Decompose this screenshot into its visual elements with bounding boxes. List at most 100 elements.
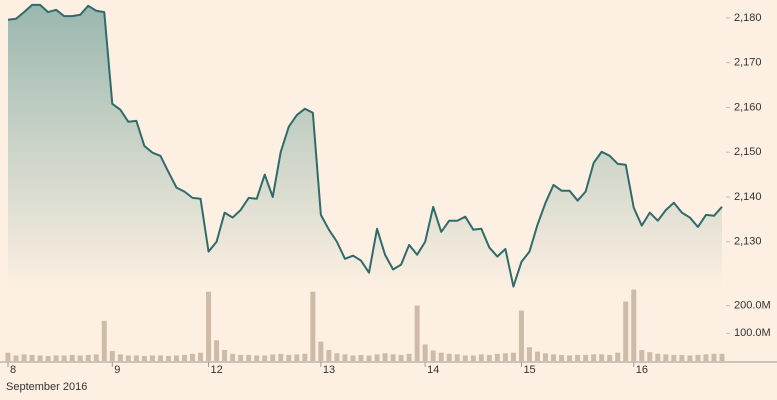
volume-bar [534, 351, 540, 361]
volume-bar [198, 352, 204, 361]
volume-bar [663, 354, 669, 361]
y-tick-label: 200.0M [734, 300, 771, 312]
x-tick-label: 16 [636, 364, 648, 376]
x-tick-label: 15 [523, 364, 535, 376]
volume-bar [454, 354, 460, 361]
volume-bar [526, 347, 532, 361]
volume-bar [551, 354, 557, 361]
volume-bar [502, 353, 508, 361]
volume-bar [286, 354, 292, 361]
volume-bar [374, 354, 380, 361]
volume-bar [494, 353, 500, 361]
volume-bar [518, 310, 524, 361]
volume-bar [190, 353, 196, 361]
volume-bar [29, 354, 35, 361]
volume-bar [470, 355, 476, 361]
volume-bar [671, 354, 677, 361]
volume-bar [607, 354, 613, 361]
volume-bar [141, 356, 147, 361]
volume-bar [478, 354, 484, 361]
x-tick-label: 14 [427, 364, 439, 376]
volume-bar [157, 355, 163, 361]
price-line [7, 3, 723, 288]
volume-bar [310, 291, 316, 361]
volume-bar [422, 344, 428, 361]
y-tick-label: 2,170 [734, 57, 762, 69]
volume-bar [711, 353, 717, 361]
volume-bar [559, 354, 565, 361]
volume-bar [334, 353, 340, 361]
volume-bar [165, 356, 171, 361]
volume-bar [109, 351, 115, 361]
x-tick-label: 12 [211, 364, 223, 376]
volume-bar [5, 352, 11, 361]
volume-bar [679, 354, 685, 361]
volume-bar [149, 355, 155, 361]
volume-bar [173, 355, 179, 361]
volume-bar [510, 352, 516, 361]
x-axis-label: September 2016 [6, 381, 87, 393]
volume-bar [639, 349, 645, 361]
volume-bar [446, 353, 452, 361]
volume-bar [318, 341, 324, 361]
volume-bar [294, 354, 300, 361]
volume-bar [278, 353, 284, 361]
x-tick-label: 13 [323, 364, 335, 376]
volume-bar [181, 354, 187, 361]
volume-bar [647, 352, 653, 361]
volume-bar [77, 355, 83, 361]
x-tick-label: 9 [114, 364, 120, 376]
y-tick-label: 2,160 [734, 101, 762, 113]
volume-bar [398, 354, 404, 361]
volume-bar [53, 355, 59, 361]
volume-bar [238, 354, 244, 361]
volume-bar [61, 355, 67, 361]
volume-bar [719, 353, 725, 361]
y-tick-label: 2,140 [734, 191, 762, 203]
volume-bar [430, 350, 436, 361]
volume-bar [45, 356, 51, 361]
volume-bar [133, 355, 139, 361]
y-tick-label: 100.0M [734, 327, 771, 339]
volume-bar [462, 355, 468, 361]
y-tick-label: 2,130 [734, 236, 762, 248]
volume-bar [575, 354, 581, 361]
volume-bar [406, 353, 412, 361]
volume-bar [599, 354, 605, 361]
volume-bar [326, 349, 332, 361]
volume-bar [567, 355, 573, 361]
volume-bar [583, 354, 589, 361]
volume-bar [631, 289, 637, 361]
y-tick-label: 2,180 [734, 12, 762, 24]
volume-bar [69, 354, 75, 361]
x-tick-label: 8 [10, 364, 16, 376]
area-fill [8, 4, 722, 291]
volume-bar [687, 355, 693, 361]
volume-bar [125, 355, 131, 361]
volume-bar [414, 305, 420, 361]
volume-bar [101, 320, 107, 361]
volume-bar [390, 354, 396, 361]
volume-bar [543, 353, 549, 361]
volume-bar [270, 354, 276, 361]
volume-bar [615, 352, 621, 361]
volume-bar [302, 353, 308, 361]
volume-bar [591, 354, 597, 361]
volume-bar [382, 353, 388, 361]
volume-bar [703, 354, 709, 361]
volume-bar [655, 353, 661, 361]
volume-bar [623, 301, 629, 361]
volume-bar [358, 354, 364, 361]
volume-bar [262, 355, 268, 361]
volume-bar [206, 291, 212, 361]
volume-bar [21, 354, 27, 361]
volume-bar [222, 349, 228, 361]
volume-bar [85, 354, 91, 361]
volume-bar [350, 355, 356, 361]
volume-bar [342, 354, 348, 361]
volume-bar [37, 355, 43, 361]
volume-bar [230, 353, 236, 361]
volume-bar [13, 355, 19, 361]
volume-bar [214, 340, 220, 361]
